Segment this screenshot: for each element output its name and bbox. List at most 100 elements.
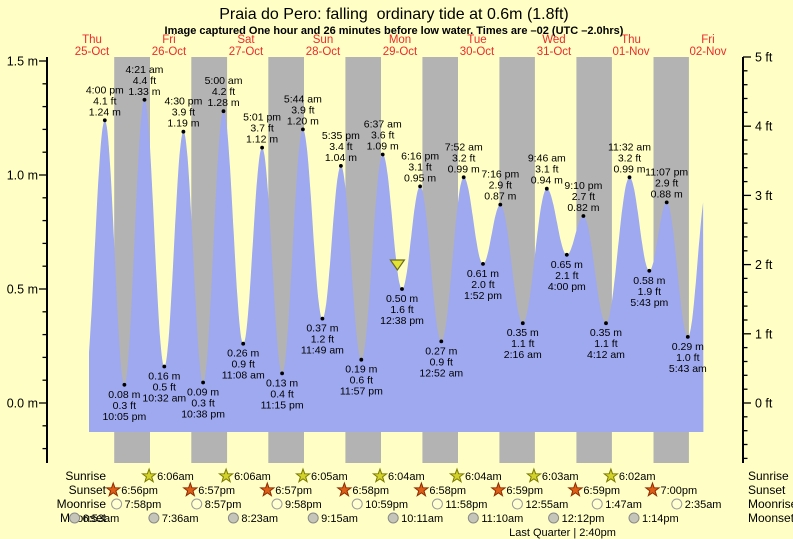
high-tide-label: 2.7 ft (572, 191, 595, 203)
high-tide-label: 7:52 am (445, 141, 483, 153)
low-tide-point (241, 341, 246, 346)
right-axis-label: 0 ft (755, 397, 773, 411)
low-tide-label: 0.27 m (425, 345, 457, 357)
low-tide-point (481, 262, 485, 266)
moonset-time: 11:10am (481, 513, 523, 525)
high-tide-label: 11:32 am (608, 141, 651, 153)
low-tide-label: 2.1 ft (555, 270, 578, 282)
low-tide-point (520, 321, 525, 326)
moonset-circle-icon (307, 512, 319, 524)
high-tide-label: 3.4 ft (329, 141, 352, 153)
low-tide-label: 0.35 m (507, 327, 539, 339)
sunset-star-icon (336, 481, 353, 497)
moonset-time: 6:53am (83, 513, 120, 525)
low-tide-point (647, 268, 652, 273)
day-date: 30-Oct (460, 46, 495, 58)
low-tide-label: 10:32 am (142, 393, 186, 405)
low-tide-label: 0.37 m (306, 323, 338, 335)
low-tide-label: 1.6 ft (390, 304, 413, 316)
low-tide-label: 0.9 ft (430, 356, 453, 368)
right-axis-label: 2 ft (755, 258, 773, 272)
high-tide-label: 3.6 ft (371, 129, 394, 141)
low-tide-point (400, 287, 404, 291)
day-weekday: Wed (542, 34, 565, 46)
high-tide-label: 3.2 ft (618, 152, 641, 164)
moonset-circle-icon (227, 512, 239, 524)
astro-row-caption-right: Sunrise (748, 469, 789, 483)
low-tide-label: 0.5 ft (153, 382, 176, 394)
moonset-circle-icon (548, 512, 560, 524)
high-tide-label: 7:16 pm (481, 169, 519, 181)
low-tide-label: 0.35 m (590, 327, 622, 339)
moonrise-circle-icon (191, 498, 203, 510)
high-tide-label: 4:30 pm (164, 96, 202, 108)
sunset-star-icon (105, 481, 122, 497)
axes: 1.5 m 1.0 m 0.5 m 0.0 m 5 ft 4 ft 3 ft 2 ft 1 ft… (7, 51, 773, 463)
sunset-time: 6:58pm (429, 485, 466, 497)
moonset-time: 7:36am (162, 513, 199, 525)
low-tide-label: 0.16 m (148, 371, 180, 383)
moonrise-circle-icon (431, 498, 443, 510)
moonrise-circle-icon (111, 498, 123, 510)
sunrise-star-icon (140, 467, 158, 483)
sunset-star-icon (490, 481, 507, 497)
low-tide-point (320, 316, 325, 321)
high-tide-label: 3.2 ft (452, 152, 475, 164)
high-tide-label: 0.82 m (567, 202, 599, 214)
sunset-time: 6:56pm (121, 485, 158, 497)
low-tide-label: 0.65 m (551, 259, 583, 271)
moonrise-circle-icon (511, 498, 523, 510)
high-tide-point (181, 129, 186, 134)
sunrise-star-icon (294, 467, 312, 483)
sunrise-star-icon (448, 467, 466, 483)
low-tide-label: 5:43 am (669, 363, 707, 375)
low-tide-label: 1.0 ft (676, 352, 699, 364)
right-axis-label: 3 ft (755, 189, 773, 203)
high-tide-label: 1.33 m (128, 86, 160, 98)
day-weekday: Sat (237, 34, 255, 46)
right-axis-label: 1 ft (755, 327, 773, 341)
chart-title: Praia do Pero: falling ordinary tide at … (219, 6, 569, 23)
low-tide-label: 4:00 pm (548, 281, 586, 293)
high-tide-label: 3.1 ft (408, 161, 431, 173)
high-tide-point (461, 175, 466, 180)
high-tide-label: 0.87 m (484, 191, 516, 203)
moonset-circle-icon (467, 512, 479, 524)
high-tide-label: 4.1 ft (93, 95, 116, 107)
day-date: 02-Nov (689, 46, 726, 58)
low-tide-point (439, 339, 444, 344)
high-tide-label: 2.9 ft (489, 180, 512, 192)
moonrise-circle-icon (351, 498, 363, 510)
sunset-time: 6:58pm (352, 485, 389, 497)
right-axis-label: 5 ft (755, 51, 773, 65)
high-tide-label: 4.4 ft (133, 75, 156, 87)
high-tide-label: 3.7 ft (250, 123, 273, 135)
high-tide-label: 0.99 m (448, 163, 480, 175)
moonrise-time: 11:58pm (445, 499, 487, 511)
sunset-time: 6:57pm (275, 485, 312, 497)
astro-row-caption-left: Moonrise (57, 497, 107, 511)
high-tide-label: 1.19 m (167, 118, 199, 130)
low-tide-label: 12:38 pm (380, 315, 424, 327)
moonrise-circle-icon (591, 498, 603, 510)
high-tide-label: 6:16 pm (401, 150, 439, 162)
sunset-time: 6:59pm (583, 485, 620, 497)
low-tide-label: 11:49 am (301, 345, 344, 357)
low-tide-point (201, 380, 206, 385)
high-tide-point (339, 164, 343, 168)
day-weekday: Tue (467, 34, 486, 46)
left-axis-label: 0.0 m (7, 397, 38, 411)
low-tide-label: 2:16 am (504, 349, 542, 361)
low-tide-label: 0.50 m (386, 293, 418, 305)
high-tide-label: 0.95 m (404, 172, 436, 184)
high-tide-label: 5:01 pm (243, 112, 281, 124)
day-date: 28-Oct (306, 46, 341, 58)
low-tide-point (122, 382, 127, 387)
moonrise-time: 2:35am (685, 499, 722, 511)
high-tide-point (544, 186, 549, 191)
low-tide-label: 10:38 pm (181, 408, 225, 420)
sunrise-star-icon (525, 467, 543, 483)
low-tide-label: 10:05 pm (102, 411, 146, 423)
